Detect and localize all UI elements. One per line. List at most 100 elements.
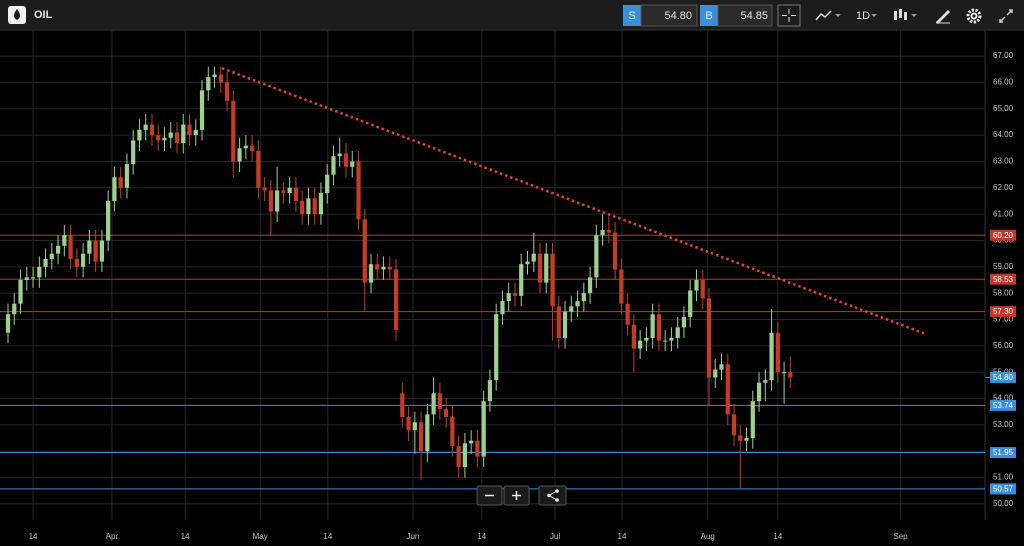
x-tick-label: Jun [406,532,419,541]
buy-label[interactable]: B [705,10,712,22]
candle-body [356,161,361,220]
share-button[interactable] [538,485,567,506]
y-tick-label: 63.00 [993,157,1014,166]
sell-label[interactable]: S [628,10,635,22]
level-label-box [990,306,1016,318]
x-tick-label: 14 [29,532,38,541]
candle-body [681,316,687,328]
candle-body [688,290,693,317]
candle-style-button[interactable] [894,9,917,20]
candle-body [287,187,292,194]
candle-body [118,177,123,188]
level-label: 51.95 [993,448,1014,457]
x-tick-label: Jul [550,532,560,541]
timeframe-dropdown[interactable] [871,14,877,17]
x-tick-label: Apr [106,532,119,541]
timeframe[interactable]: 1D [856,10,870,22]
candle-body [12,303,17,315]
y-tick-label: 66.00 [993,78,1014,87]
candle-body [581,293,586,302]
candle-body [168,132,173,138]
candle-body [450,416,455,446]
candle-body [731,414,737,436]
chart-type-button[interactable] [815,10,841,21]
candle-body [149,124,155,136]
candle-body [719,364,724,370]
sell-price[interactable]: 54.80 [664,10,692,22]
candle-body [343,153,349,167]
candle-body [337,153,342,157]
candle-body [199,90,205,130]
zoom-controls [476,485,567,506]
candle-body [600,229,605,236]
candle-body [293,187,299,201]
candle-body [537,253,543,283]
candle-body [37,266,42,278]
candle-body [24,277,29,281]
candle-body [613,232,618,270]
candle-body [562,311,568,338]
candle-body [250,145,255,151]
candle-body [99,240,104,262]
candle-body [206,77,211,91]
candle-body [406,416,411,431]
candle-body [368,264,374,283]
y-tick-label: 59.00 [993,262,1014,271]
fullscreen-button[interactable] [999,9,1013,23]
x-tick-label: Aug [701,532,715,541]
candle-body [725,364,730,415]
x-tick-label: 14 [323,532,332,541]
candle-body [487,380,493,402]
candle-body [469,440,474,444]
candle-body [706,298,712,378]
y-tick-label: 55.00 [993,367,1014,376]
level-label-box [990,447,1016,459]
candle-body [550,253,555,307]
y-tick-label: 67.00 [993,51,1014,60]
candle-body [744,438,749,441]
candle-body [231,100,236,162]
candle-body [500,301,505,315]
toolbar [0,0,1024,30]
candle-body [49,253,54,259]
candle-body [669,337,674,341]
level-label-box [990,483,1016,495]
candle-body [281,190,286,194]
candle-body [81,253,86,267]
settings-button[interactable] [966,8,982,24]
candle-body [756,382,762,402]
y-tick-label: 58.00 [993,288,1014,297]
candle-body [93,240,98,262]
sell-button[interactable]: S 54.80 [623,4,698,27]
x-tick-label: 14 [773,532,782,541]
candle-body [750,401,755,439]
candle-body [325,174,330,194]
candle-body [218,74,223,83]
candle-body [318,193,324,215]
y-tick-label: 62.00 [993,183,1014,192]
x-tick-label: Sep [893,532,908,541]
trendline [221,67,926,336]
candle-body [237,148,242,162]
buy-button[interactable]: B 54.85 [700,4,773,27]
candle-body [256,150,261,188]
buy-price[interactable]: 54.85 [740,10,768,22]
drawing-button[interactable] [936,10,950,24]
candle-body [18,280,23,304]
candle-body [556,306,561,338]
candle-body [400,393,405,417]
candle-body [275,190,280,212]
candle-body [137,129,142,141]
crosshair-button[interactable] [777,4,801,27]
candle-body [663,340,668,342]
candle-body [512,293,518,296]
candle-body [713,369,718,378]
level-label-box [990,399,1016,411]
candle-body [30,277,36,279]
candle-body [375,264,380,270]
candle-body [68,235,73,259]
candle-body [243,145,248,149]
y-tick-label: 64.00 [993,130,1014,139]
plot: 50.0051.0052.0053.0054.0055.0056.0057.00… [0,30,1016,541]
